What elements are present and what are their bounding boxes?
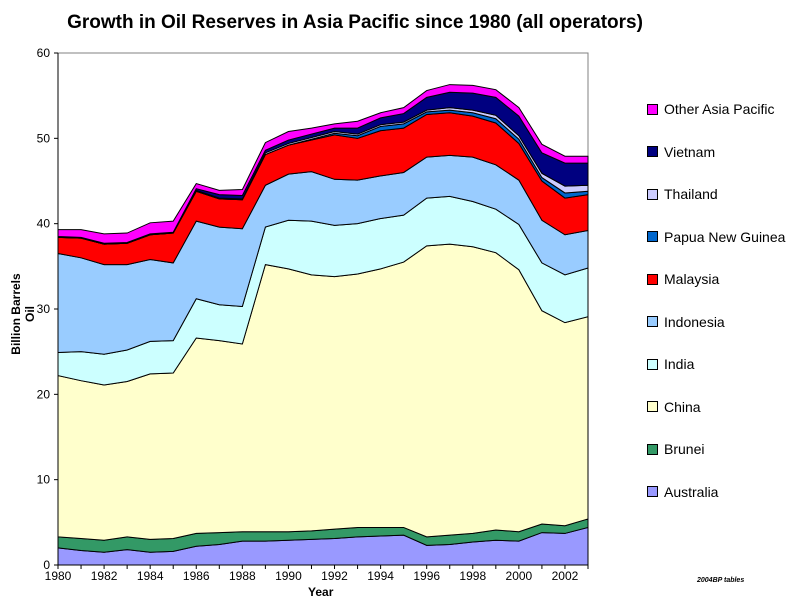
legend-label: Other Asia Pacific (664, 101, 775, 117)
y-tick-label: 0 (43, 558, 50, 572)
legend-label: China (664, 398, 701, 415)
legend-swatch (647, 358, 658, 370)
legend-swatch (647, 273, 658, 285)
x-tick-label: 1984 (137, 569, 164, 583)
area-other-asia-pacific (57, 84, 589, 244)
y-tick-label: 60 (37, 46, 51, 60)
x-tick-label: 1980 (45, 569, 72, 583)
legend-swatch (647, 103, 658, 115)
chart-title: Growth in Oil Reserves in Asia Pacific s… (67, 12, 643, 33)
legend-label: Malaysia (664, 271, 720, 287)
legend-item: Brunei (647, 441, 704, 457)
x-tick-label: 1982 (91, 569, 118, 583)
x-axis-label: Year (308, 585, 334, 599)
y-tick-label: 50 (37, 131, 51, 145)
x-tick-label: 1996 (413, 569, 440, 583)
legend-item: Australia (647, 484, 718, 500)
legend-label: Indonesia (664, 313, 725, 330)
legend-item: Malaysia (647, 271, 719, 287)
legend-item: Vietnam (647, 144, 715, 160)
legend-item: Thailand (647, 186, 718, 202)
legend-label: India (664, 356, 695, 372)
legend-item: Indonesia (647, 314, 725, 330)
legend-label: Papua New Guinea (664, 228, 786, 245)
x-tick-label: 1994 (367, 569, 394, 583)
legend-item: China (647, 399, 701, 415)
source-note: 2004BP tables (697, 577, 745, 584)
legend-swatch (647, 146, 658, 157)
legend-label: Brunei (664, 441, 705, 457)
y-tick-label: 30 (37, 302, 51, 316)
y-tick-label: 10 (37, 473, 51, 487)
legend-label: Vietnam (664, 143, 716, 160)
legend-item: India (647, 356, 694, 372)
y-tick-label: 20 (37, 387, 51, 401)
x-tick-label: 1998 (459, 569, 486, 583)
legend-swatch (647, 443, 658, 455)
x-tick-label: 2000 (506, 569, 533, 583)
legend-swatch (647, 188, 658, 200)
x-tick-label: 1990 (275, 569, 302, 583)
x-tick-label: 1986 (183, 569, 210, 583)
y-tick-label: 40 (37, 217, 51, 231)
legend-swatch (647, 316, 658, 327)
legend-swatch (647, 231, 658, 242)
legend-label: Australia (664, 483, 719, 500)
legend-item: Other Asia Pacific (647, 101, 775, 117)
x-tick-label: 1992 (321, 569, 348, 583)
x-tick-label: 1988 (229, 569, 256, 583)
legend-label: Thailand (664, 186, 718, 202)
legend-swatch (647, 486, 658, 497)
legend-swatch (647, 401, 658, 412)
x-tick-label: 2002 (552, 569, 579, 583)
legend-item: Papua New Guinea (647, 229, 785, 245)
